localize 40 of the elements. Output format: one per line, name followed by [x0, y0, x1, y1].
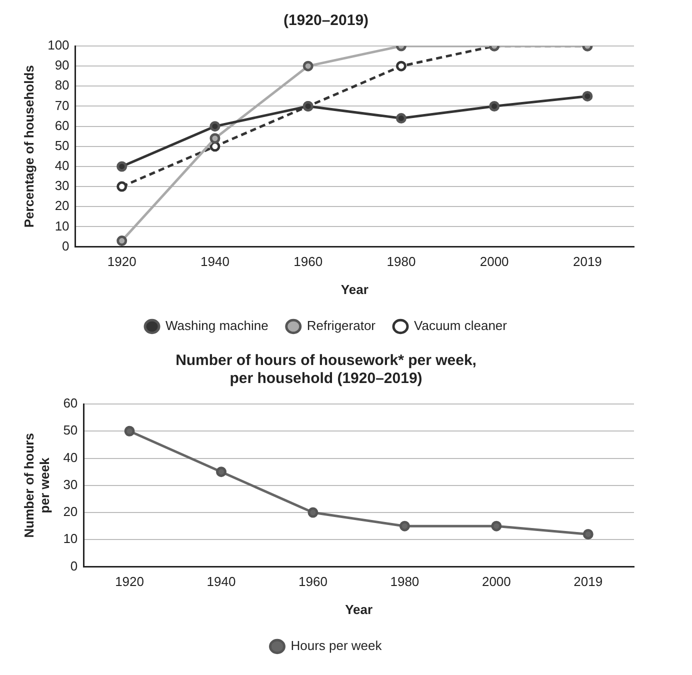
y-tick-label: 10 [63, 531, 78, 546]
x-axis-title: Year [345, 602, 373, 617]
y-tick-label: 40 [63, 450, 78, 465]
y-tick-label: 20 [54, 198, 70, 214]
legend-label: Washing machine [166, 318, 268, 334]
x-tick-label: 1960 [298, 574, 328, 590]
y-tick-label: 90 [54, 58, 70, 73]
x-axis-title: Year [340, 282, 368, 297]
x-tick-label: 1980 [390, 574, 420, 590]
y-tick-label: 30 [63, 476, 78, 492]
legend-label: Vacuum cleaner [414, 318, 508, 334]
y-tick-label: 10 [54, 218, 70, 234]
y-axis-title: Number of hours per week [21, 433, 52, 538]
x-tick-label: 2019 [572, 254, 602, 270]
x-tick-label: 1980 [386, 254, 416, 270]
legend-label: Hours per week [290, 638, 382, 654]
x-tick-label: 1960 [294, 254, 323, 270]
y-tick-label: 80 [54, 78, 70, 93]
y-tick-label: 0 [70, 558, 78, 574]
y-tick-label: 60 [63, 396, 78, 411]
y-tick-label: 70 [54, 98, 70, 113]
chart-title: Number of hours of housework* per week, per household (1920–2019) [176, 352, 476, 388]
x-tick-label: 1940 [206, 574, 236, 590]
y-tick-label: 100 [48, 38, 70, 53]
chart-title: (1920–2019) [283, 12, 369, 30]
y-tick-label: 30 [54, 178, 70, 194]
y-axis-title: Percentage of households [21, 65, 36, 228]
x-tick-label: 2000 [482, 574, 511, 590]
x-tick-label: 2000 [480, 254, 509, 270]
y-tick-label: 40 [54, 158, 70, 174]
x-tick-label: 2019 [574, 574, 603, 590]
x-tick-label: 1920 [107, 254, 136, 270]
y-tick-label: 0 [62, 238, 70, 254]
y-tick-label: 50 [54, 138, 70, 153]
legend-label: Refrigerator [306, 318, 376, 334]
x-tick-label: 1940 [200, 254, 230, 270]
x-tick-label: 1920 [115, 574, 144, 590]
y-tick-label: 50 [63, 422, 78, 438]
y-tick-label: 60 [54, 118, 70, 133]
y-tick-label: 20 [63, 504, 78, 520]
